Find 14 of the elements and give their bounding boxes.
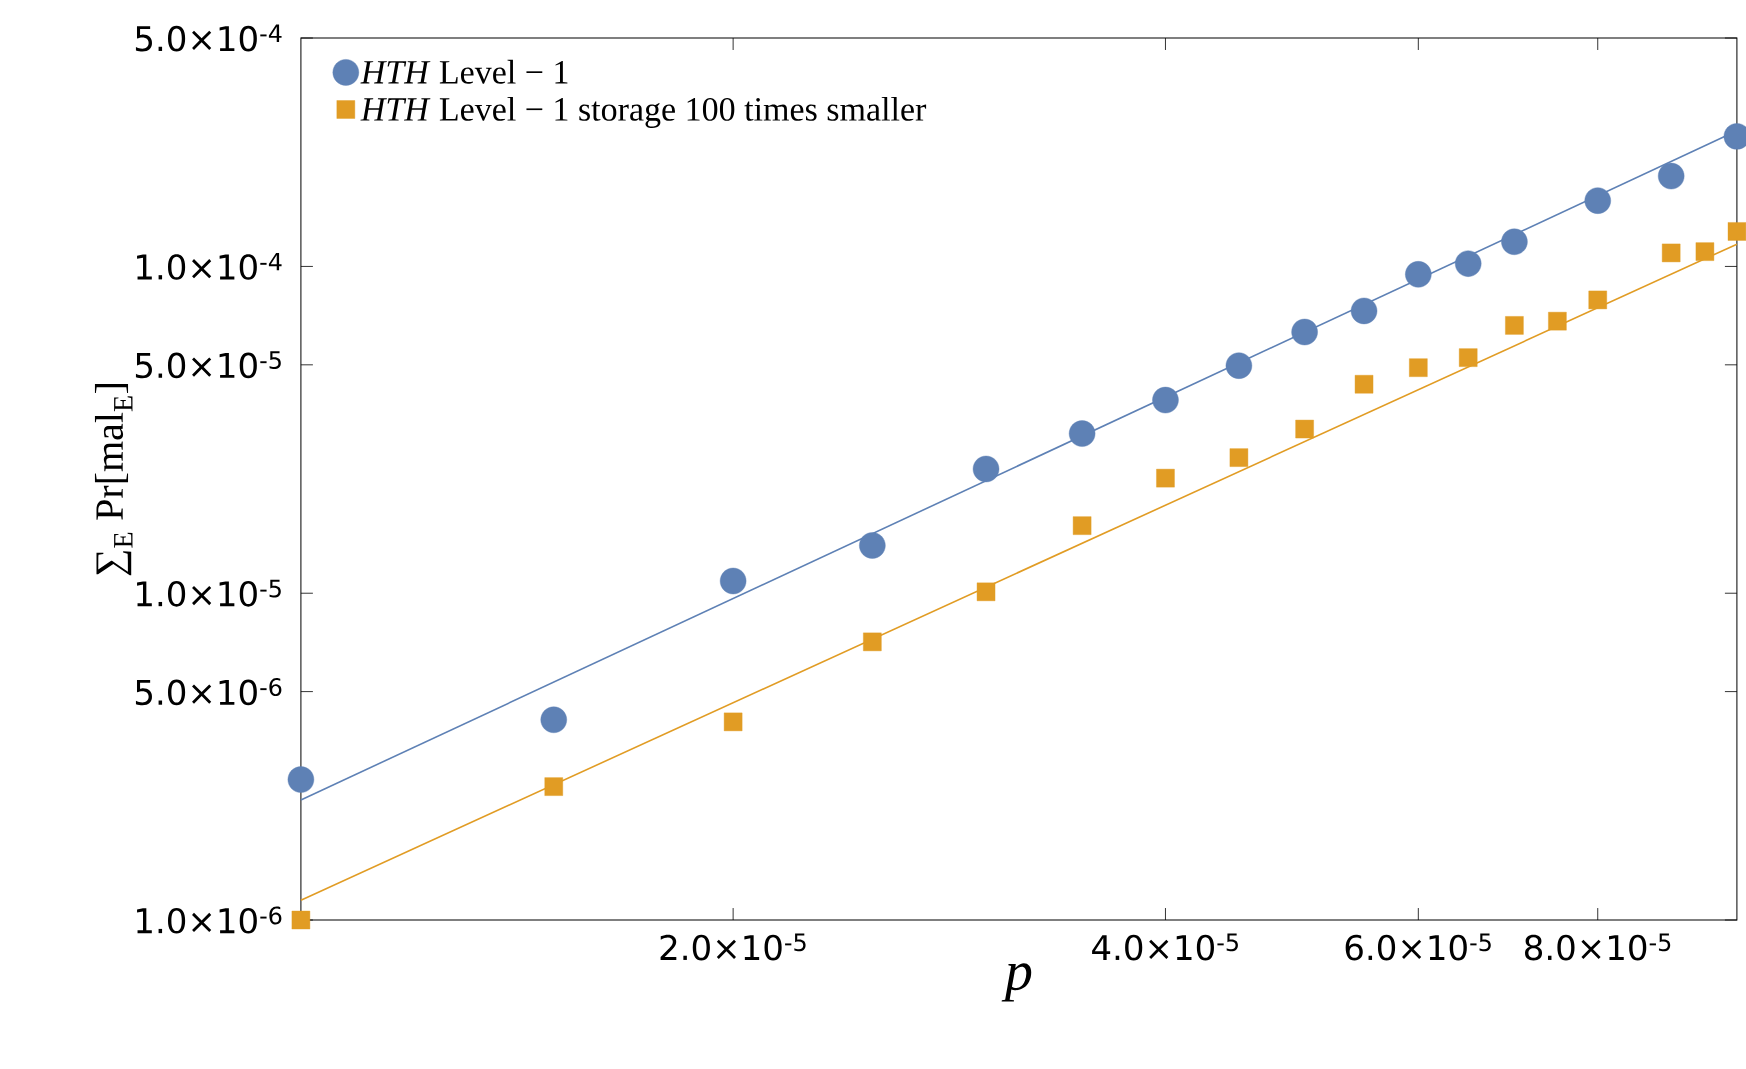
y-tick-label: 1.0×10$^{-6}$ — [137, 906, 282, 934]
x-axis-title: p — [1001, 963, 1032, 1002]
y-axis-title: ∑$_{E}$ Pr[mal$_{E}$] — [94, 384, 133, 576]
x-tick-label: 2.0×10$^{-5}$ — [660, 933, 806, 961]
y-tick-label: 5.0×10$^{-5}$ — [135, 351, 281, 379]
x-tick-label: 4.0×10$^{-5}$ — [1092, 933, 1238, 961]
legend-label: HTH Level − 1 storage 100 times smaller — [360, 96, 927, 128]
x-tick-label: 6.0×10$^{-5}$ — [1345, 933, 1491, 961]
y-tick-label: 5.0×10$^{-6}$ — [135, 678, 282, 706]
y-tick-label: 1.0×10$^{-4}$ — [137, 252, 282, 280]
legend-label: HTH Level − 1 — [360, 59, 568, 84]
y-tick-label: 1.0×10$^{-5}$ — [137, 579, 281, 607]
y-tick-label: 5.0×10$^{-4}$ — [135, 24, 282, 52]
x-tick-label: 8.0×10$^{-5}$ — [1525, 933, 1671, 961]
